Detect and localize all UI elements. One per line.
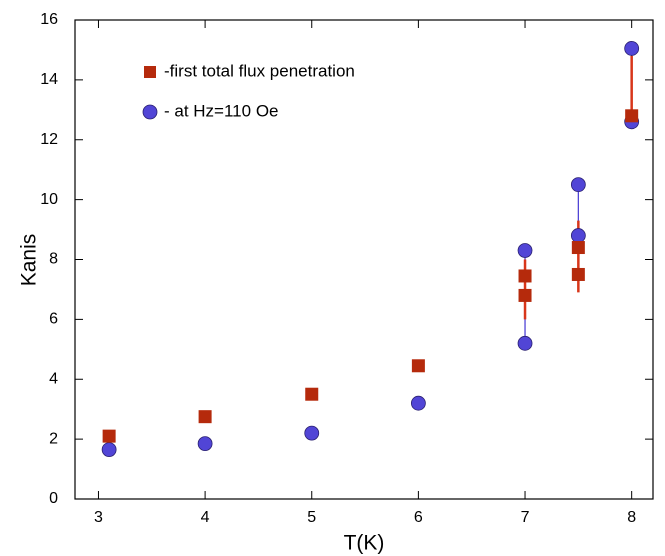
y-axis-title: Kanis (18, 234, 41, 287)
y-tick-label: 14 (40, 71, 58, 88)
x-axis-title: T(K) (344, 532, 385, 555)
x-tick-label: 8 (627, 509, 636, 526)
y-tick-label: 0 (49, 490, 58, 507)
circle-marker (197, 436, 213, 452)
legend-marker (144, 66, 156, 78)
legend-label: - at Hz=110 Oe (164, 101, 279, 120)
y-tick-label: 10 (40, 191, 58, 208)
square-marker (518, 269, 532, 283)
square-marker (571, 267, 585, 281)
circle-marker (304, 425, 320, 441)
square-marker (411, 359, 425, 373)
circle-marker (624, 41, 640, 56)
plot-frame (74, 19, 654, 500)
square-marker (518, 288, 532, 302)
circle-marker (570, 228, 586, 243)
square-marker (571, 241, 585, 255)
circle-marker (517, 243, 533, 258)
x-tick-label: 6 (414, 509, 423, 526)
y-tick-label: 6 (49, 311, 58, 328)
square-marker (102, 429, 116, 443)
square-marker (305, 387, 319, 401)
x-tick-label: 3 (94, 509, 103, 526)
y-tick-label: 16 (40, 11, 58, 28)
x-tick-label: 7 (521, 509, 530, 526)
y-tick-label: 8 (49, 251, 58, 268)
x-tick-label: 4 (201, 509, 210, 526)
circle-marker (101, 442, 117, 458)
square-marker (198, 410, 212, 424)
square-marker (625, 109, 639, 123)
circle-marker (410, 395, 426, 411)
x-tick-label: 5 (307, 509, 316, 526)
circle-marker (517, 335, 533, 351)
y-tick-label: 4 (49, 370, 58, 387)
legend-label: -first total flux penetration (164, 61, 355, 80)
circle-marker (570, 177, 586, 193)
y-tick-label: 2 (49, 430, 58, 447)
y-tick-label: 12 (40, 131, 58, 148)
legend-marker (142, 104, 158, 120)
